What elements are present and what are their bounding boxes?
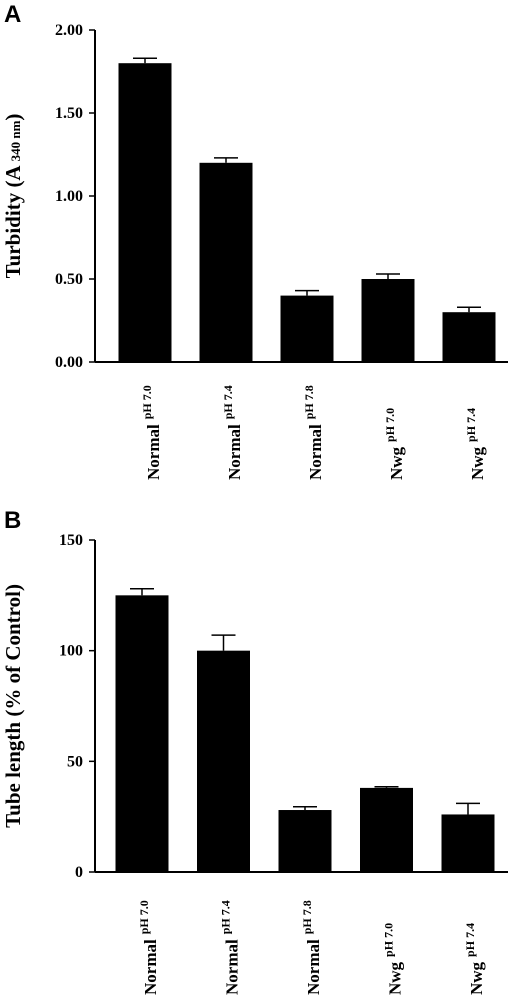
bar (442, 312, 496, 362)
y-tick-label: 150 (59, 532, 83, 549)
y-tick-label: 0 (75, 864, 83, 881)
bar (118, 63, 172, 362)
x-tick-label: NwgpH 7.4 (463, 923, 486, 995)
y-tick-label: 100 (59, 643, 83, 660)
bar (360, 787, 413, 872)
x-tick-label: NormalpH 7.4 (221, 385, 244, 480)
x-tick-label: NwgpH 7.0 (382, 923, 405, 995)
y-tick-label: 50 (67, 753, 83, 770)
x-tick-label: NwgpH 7.0 (383, 408, 406, 480)
bar (441, 814, 495, 872)
y-axis-label: Tube length (% of Control) (1, 584, 25, 828)
bar (197, 650, 250, 872)
x-tick-label: NormalpH 7.4 (219, 900, 242, 995)
bar (278, 810, 332, 872)
x-tick-label: NwgpH 7.4 (464, 408, 487, 480)
y-tick-label: 0.50 (55, 271, 83, 288)
panel-b: B 0 50 100 150 Tube length (% of Control) Nor… (1, 507, 508, 995)
bar (199, 162, 253, 362)
panel-label: B (4, 507, 21, 534)
x-tick-label: NormalpH 7.8 (302, 385, 325, 480)
x-tick-label: NormalpH 7.0 (140, 385, 163, 480)
panel-label: A (4, 1, 21, 28)
y-axis-label: Turbidity (A340 nm) (1, 114, 25, 279)
bar (115, 595, 169, 872)
y-tick-label: 0.00 (55, 354, 83, 371)
bar (280, 295, 334, 362)
y-tick-label: 1.50 (55, 105, 83, 122)
x-tick-label: NormalpH 7.8 (300, 900, 323, 995)
y-tick-label: 2.00 (55, 22, 83, 39)
bar (361, 279, 415, 362)
x-tick-label: NormalpH 7.0 (137, 900, 160, 995)
y-tick-label: 1.00 (55, 188, 83, 205)
panel-a: A 0.00 0.50 1.00 1.50 2.00 Turbidity (A340 nm… (1, 1, 508, 480)
